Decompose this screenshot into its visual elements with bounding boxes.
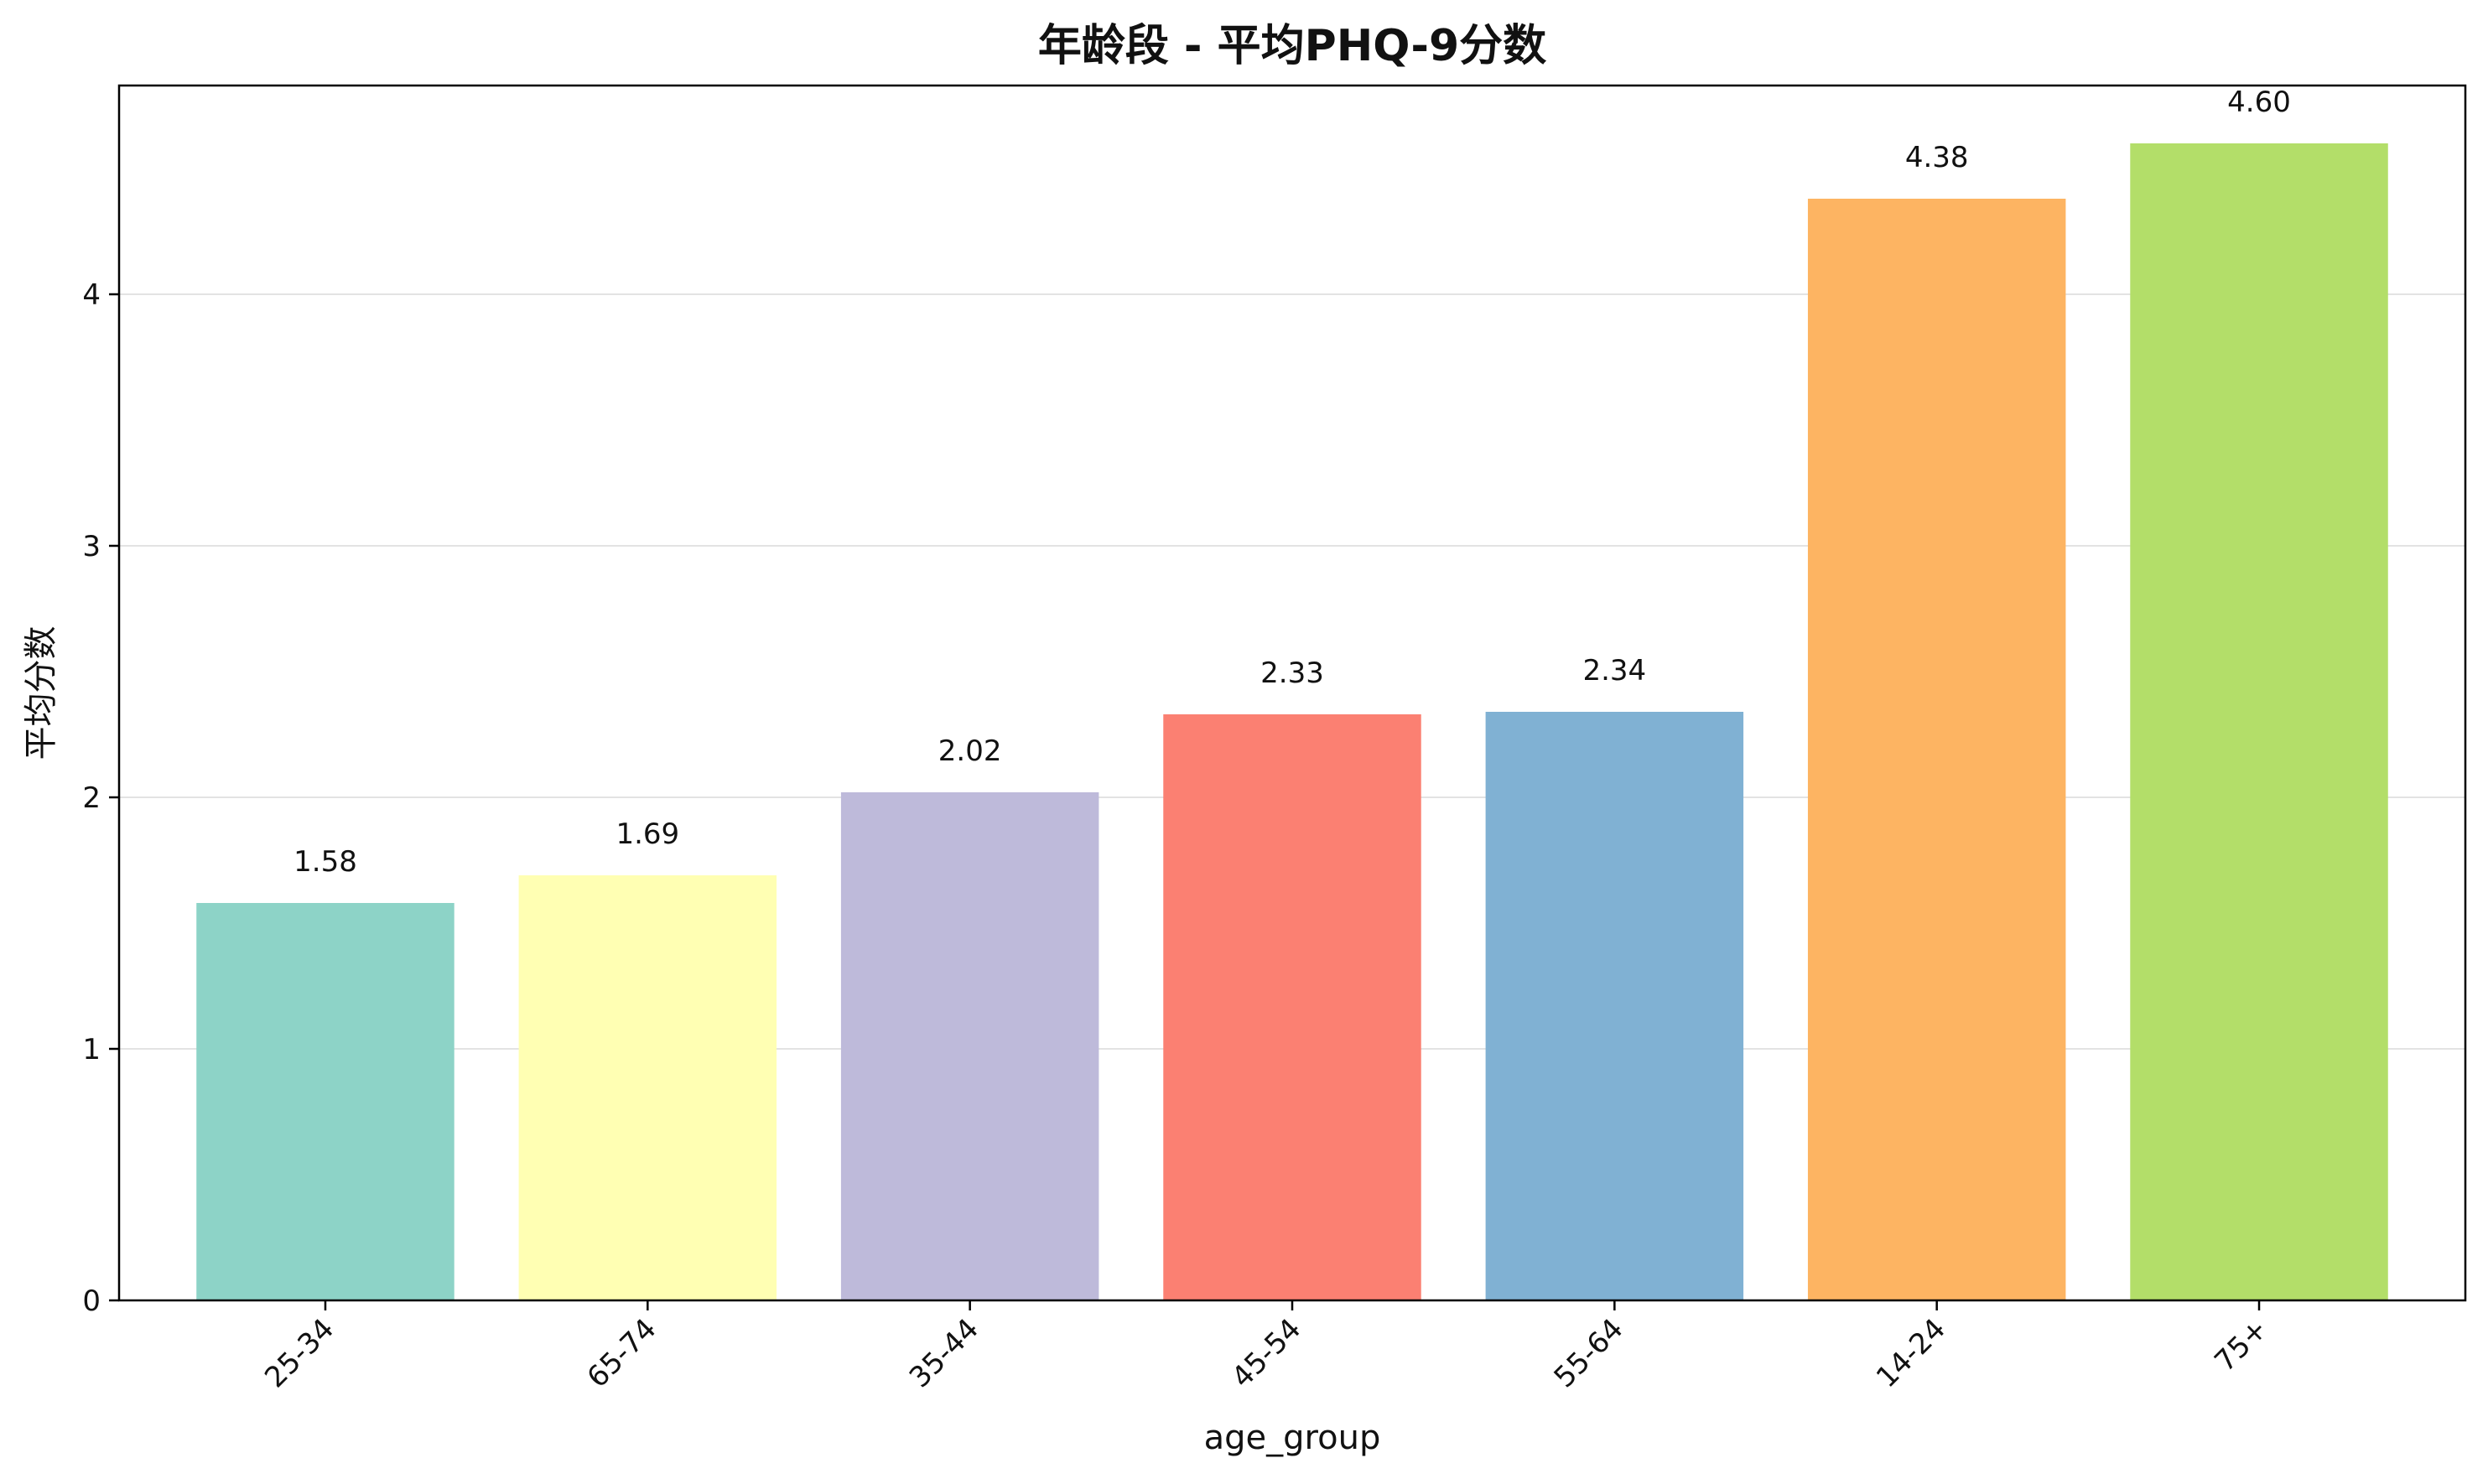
y-tick-label: 4 <box>82 278 101 312</box>
data-label: 1.58 <box>293 845 357 879</box>
x-axis-label: age_group <box>1204 1419 1381 1457</box>
bars <box>196 143 2388 1300</box>
y-axis: 0 1 2 3 4 <box>82 278 119 1318</box>
bar-14-24 <box>1807 199 2066 1300</box>
data-label: 2.34 <box>1582 654 1646 688</box>
bar-75+ <box>2130 143 2388 1300</box>
bar-55-64 <box>1485 712 1744 1300</box>
bar-35-44 <box>840 792 1099 1300</box>
bar-25-34 <box>196 903 454 1300</box>
y-tick-label: 1 <box>82 1033 101 1066</box>
data-label: 4.38 <box>1905 141 1969 174</box>
data-label: 1.69 <box>616 817 679 851</box>
data-labels: 1.58 1.69 2.02 2.33 2.34 4.38 4.60 <box>293 86 2291 879</box>
bar-45-54 <box>1163 714 1421 1300</box>
y-tick-label: 3 <box>82 530 101 563</box>
data-label: 4.60 <box>2227 86 2291 119</box>
data-label: 2.33 <box>1260 656 1324 690</box>
y-tick-label: 2 <box>82 781 101 815</box>
y-axis-label: 平均分数 <box>22 626 60 760</box>
y-tick-label: 0 <box>82 1284 101 1318</box>
data-label: 2.02 <box>938 734 1002 768</box>
bar-65-74 <box>518 875 777 1300</box>
chart-title: 年龄段 - 平均PHQ-9分数 <box>1038 21 1546 71</box>
